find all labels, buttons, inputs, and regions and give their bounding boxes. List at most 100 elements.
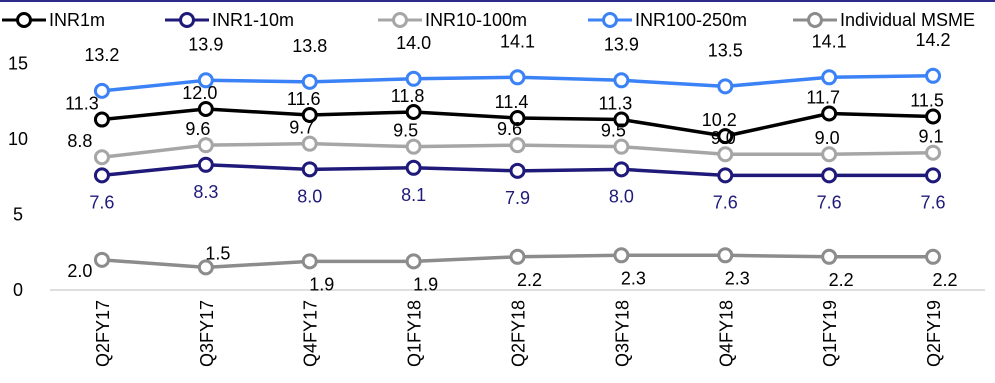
point-individual-msme <box>925 248 942 265</box>
point-inr1m <box>717 128 734 145</box>
data-label-inr100-250m: 13.9 <box>188 34 223 54</box>
point-inr10-100m <box>509 137 526 154</box>
point-inr1-10m <box>93 167 110 184</box>
point-individual-msme <box>613 247 630 264</box>
legend-item-inr10-100m: INR10-100m <box>378 10 527 30</box>
data-label-inr100-250m: 13.8 <box>292 36 327 56</box>
legend-label: INR1m <box>49 10 105 30</box>
data-label-inr1-10m: 7.6 <box>89 192 114 212</box>
data-label-inr10-100m: 9.5 <box>601 121 626 141</box>
data-label-inr100-250m: 14.0 <box>396 33 431 53</box>
point-inr100-250m <box>717 78 734 95</box>
data-label-inr100-250m: 14.2 <box>916 30 951 50</box>
legend-label: INR10-100m <box>425 10 527 30</box>
data-label-individual-msme: 2.2 <box>829 270 854 290</box>
point-individual-msme <box>821 248 838 265</box>
point-individual-msme <box>717 247 734 264</box>
legend-marker <box>16 12 32 28</box>
data-label-inr1m: 11.7 <box>806 87 840 107</box>
point-inr1-10m <box>405 159 422 176</box>
data-label-individual-msme: 2.2 <box>933 270 958 290</box>
legend-label: INR1-10m <box>212 10 294 30</box>
legend-label: Individual MSME <box>840 10 975 30</box>
point-inr1m <box>405 103 422 120</box>
data-label-individual-msme: 1.9 <box>413 274 438 294</box>
point-inr100-250m <box>93 82 110 99</box>
legend-marker <box>602 12 618 28</box>
point-inr1m <box>925 108 942 125</box>
y-tick-label: 15 <box>8 54 28 74</box>
x-tick-label: Q4FY18 <box>716 300 736 367</box>
legend-label: INR100-250m <box>635 10 747 30</box>
point-inr10-100m <box>613 138 630 155</box>
legend-marker <box>392 12 408 28</box>
data-label-inr1-10m: 7.6 <box>921 192 946 212</box>
point-inr10-100m <box>717 146 734 163</box>
point-inr1-10m <box>613 161 630 178</box>
data-label-inr10-100m: 9.0 <box>711 128 736 148</box>
data-label-inr1-10m: 8.1 <box>401 185 426 205</box>
data-label-inr1-10m: 8.3 <box>193 182 218 202</box>
point-individual-msme <box>301 253 318 270</box>
point-inr100-250m <box>925 67 942 84</box>
point-individual-msme <box>197 259 214 276</box>
x-tick-label: Q4FY17 <box>301 300 321 367</box>
point-inr10-100m <box>405 138 422 155</box>
point-inr10-100m <box>821 146 838 163</box>
point-inr1m <box>93 111 110 128</box>
x-tick-label: Q2FY18 <box>509 300 529 367</box>
data-label-individual-msme: 2.2 <box>517 270 542 290</box>
data-label-inr100-250m: 13.5 <box>708 40 743 60</box>
data-label-inr1-10m: 8.0 <box>297 186 322 206</box>
y-tick-label: 0 <box>13 280 23 300</box>
data-label-individual-msme: 2.0 <box>67 261 92 281</box>
point-inr1-10m <box>925 167 942 184</box>
x-tick-label: Q3FY17 <box>197 300 217 367</box>
legend-item-individual-msme: Individual MSME <box>793 10 975 30</box>
data-label-individual-msme: 1.9 <box>309 274 334 294</box>
data-label-inr1-10m: 7.6 <box>713 192 738 212</box>
y-tick-label: 5 <box>13 205 23 225</box>
point-inr100-250m <box>509 69 526 86</box>
point-inr1m <box>197 100 214 117</box>
legend-item-inr1m: INR1m <box>2 10 105 30</box>
data-label-inr10-100m: 8.8 <box>67 131 92 151</box>
point-inr100-250m <box>405 70 422 87</box>
data-label-inr10-100m: 9.6 <box>185 119 210 139</box>
x-tick-label: Q2FY17 <box>93 300 113 367</box>
data-label-inr1m: 10.2 <box>702 110 737 130</box>
point-inr1m <box>821 105 838 122</box>
point-inr1-10m <box>717 167 734 184</box>
data-label-inr1m: 11.6 <box>287 89 321 109</box>
legend: INR1m INR1-10m INR10-100m INR100-250m Indivi… <box>2 10 975 30</box>
data-label-inr1m: 11.3 <box>599 94 633 114</box>
x-tick-label: Q1FY19 <box>820 300 840 367</box>
data-label-inr1m: 11.5 <box>910 91 944 111</box>
point-inr1m <box>613 111 630 128</box>
data-label-inr1m: 11.8 <box>391 86 425 106</box>
data-label-inr10-100m: 9.7 <box>289 118 314 138</box>
data-label-inr100-250m: 13.9 <box>604 34 639 54</box>
point-inr10-100m <box>93 149 110 166</box>
x-tick-label: Q1FY18 <box>405 300 425 367</box>
point-individual-msme <box>93 251 110 268</box>
y-tick-label: 10 <box>8 129 28 149</box>
point-inr10-100m <box>301 135 318 152</box>
data-label-inr1-10m: 7.6 <box>817 192 842 212</box>
data-label-inr1m: 12.0 <box>182 83 217 103</box>
x-tick-label: Q3FY18 <box>612 300 632 367</box>
data-label-inr100-250m: 13.2 <box>84 45 119 65</box>
data-label-individual-msme: 1.5 <box>205 243 230 263</box>
legend-marker <box>807 12 823 28</box>
data-label-inr1-10m: 7.9 <box>505 188 530 208</box>
data-label-inr10-100m: 9.1 <box>919 127 944 147</box>
data-label-inr10-100m: 9.6 <box>497 119 522 139</box>
data-label-inr10-100m: 9.5 <box>393 121 418 141</box>
data-label-individual-msme: 2.3 <box>621 268 646 288</box>
x-tick-label: Q2FY19 <box>924 300 944 367</box>
data-label-individual-msme: 2.3 <box>725 268 750 288</box>
data-label-inr1m: 11.4 <box>495 92 529 112</box>
point-inr10-100m <box>925 144 942 161</box>
